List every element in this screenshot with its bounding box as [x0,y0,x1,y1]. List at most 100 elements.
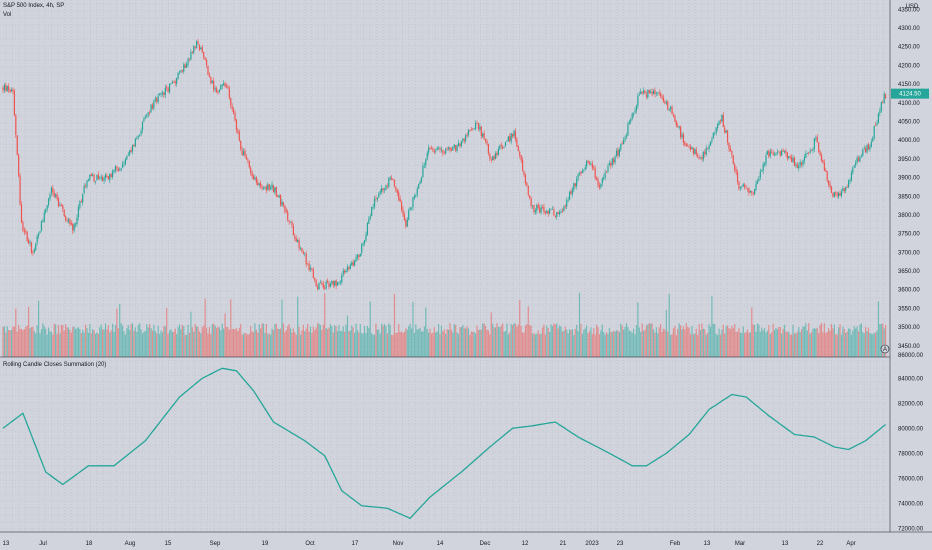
candle [279,194,282,208]
candle [207,65,209,76]
candle [445,147,447,155]
volume-bar [358,332,360,357]
candle [473,127,475,130]
volume-bar [260,328,262,357]
candle [793,156,796,167]
candle [772,149,774,156]
candle [560,208,562,214]
volume-bar [670,334,672,357]
candle [671,104,673,115]
volume-bar [178,324,181,357]
indicator-axis: 84000.00 82000.00 80000.00 78000.00 76000.00… [898,376,924,532]
volume-bar [863,333,865,357]
candle [818,142,820,154]
auto-scale-button[interactable]: A [880,344,890,354]
volume-bar [16,331,18,357]
candle [856,155,858,165]
volume-bar [13,326,15,357]
volume-bar [823,323,825,357]
candle [798,162,800,172]
candle [233,107,235,115]
candle [369,213,371,221]
candle [373,195,376,210]
volume-bar [5,332,7,357]
candle [825,167,827,172]
volume-bar [773,329,776,357]
candle [544,210,546,216]
candle [584,164,586,171]
candle [860,153,862,158]
candle [339,280,341,286]
candle [210,76,212,85]
candle [475,120,477,131]
volume-bar [30,327,33,357]
candle [709,141,712,147]
candle [37,232,40,240]
candle [57,196,60,208]
volume-bar [131,323,134,357]
candle [873,125,875,141]
candle [257,179,259,187]
candle [533,204,535,215]
volume-legend[interactable]: Vol [3,12,12,18]
candle [647,89,649,100]
candle [76,214,78,227]
volume-bar [416,329,418,357]
candle [845,186,847,194]
volume-bar [539,334,541,357]
candle [504,141,507,147]
candle [489,152,491,162]
candle [634,107,636,114]
volume-bar [857,331,860,357]
candle [615,148,618,158]
volume-bar [469,334,471,357]
volume-bar [351,325,353,357]
volume-bar [262,323,265,357]
volume-bar [652,329,655,357]
candle [447,146,450,151]
candle [332,280,334,289]
time-tick-label: 21 [560,541,567,547]
volume-bar [52,334,54,357]
volume-bar [744,333,746,357]
volume-bar [62,325,64,357]
volume-bar [436,331,438,357]
volume-bar [408,326,410,357]
candle [193,44,195,55]
price-tick-label: 3850.00 [898,194,920,200]
volume-bar [272,329,275,357]
candle [141,121,144,134]
volume-bar [267,333,269,357]
volume-bar [594,334,596,357]
candle [826,171,828,183]
indicator-legend[interactable]: Rolling Candle Closes Summation (20) [3,362,107,368]
candle [396,188,398,196]
volume-bar [812,328,814,357]
volume-bar [792,325,794,357]
volume-bar [426,328,428,357]
candle [288,220,290,225]
volume-bar [718,328,720,357]
volume-bar [771,332,773,357]
candle [127,151,129,157]
volume-bar [772,323,774,357]
candle [470,126,472,131]
candle [604,169,606,181]
candle [237,128,239,135]
symbol-legend[interactable]: S&P 500 Index, 4h, SP [3,3,65,9]
volume-bar [153,324,155,357]
candle [422,162,424,178]
candle [712,132,714,140]
candle [640,88,642,95]
volume-bar [657,333,659,357]
volume-bar [798,327,800,357]
volume-bar [820,323,823,357]
candle [806,152,808,155]
volume-bar [608,328,611,357]
candle [705,144,707,157]
volume-bar [661,332,663,357]
candle [103,175,105,184]
candle [129,149,131,157]
price-tag: 4124.50 [891,88,929,99]
